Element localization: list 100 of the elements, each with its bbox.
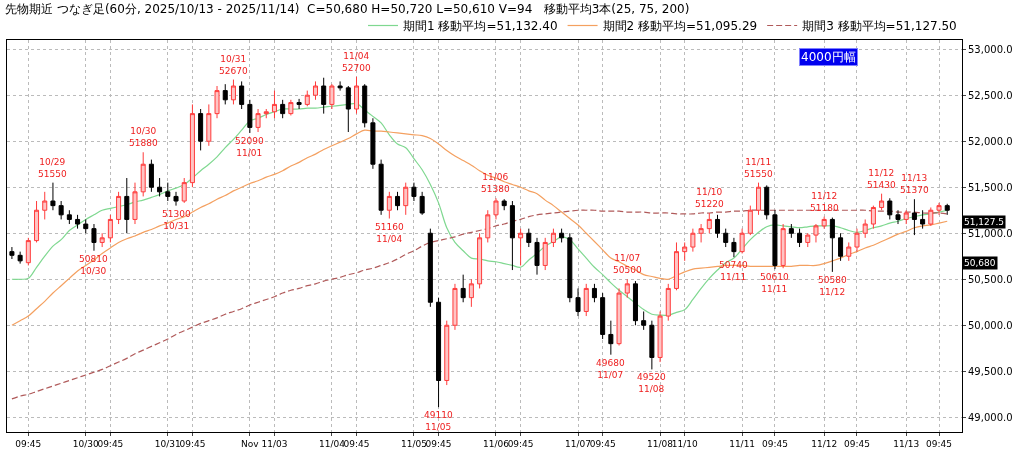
- candlestick: [255, 108, 261, 133]
- x-tick-label: 11/05: [400, 438, 427, 449]
- candlestick: [895, 209, 901, 225]
- candlestick: [649, 320, 655, 370]
- candlestick: [189, 103, 195, 188]
- candlestick: [198, 108, 204, 151]
- annotation: 11/13 51370: [900, 173, 929, 195]
- candlestick: [846, 241, 852, 262]
- candlestick: [83, 218, 89, 234]
- annotation: 50,680: [964, 258, 996, 268]
- candlestick: [559, 228, 565, 243]
- annotation: 51,127.5: [964, 217, 1005, 227]
- annotation: 11/12 51180: [810, 191, 839, 213]
- candlestick: [493, 197, 499, 220]
- y-tick-label: 52,000.0: [968, 135, 1013, 147]
- candlestick: [50, 182, 56, 211]
- annotation: 11/04 52700: [342, 51, 371, 73]
- candlestick: [124, 177, 130, 234]
- candlestick: [903, 209, 909, 225]
- x-tick-label: 09:45: [761, 438, 788, 449]
- candlestick: [665, 283, 671, 322]
- candlestick: [419, 191, 425, 216]
- candlestick: [747, 205, 753, 236]
- annotation: 10/31 52670: [219, 54, 248, 76]
- candlestick: [34, 200, 40, 243]
- candlestick: [928, 206, 934, 227]
- candlestick: [75, 214, 81, 230]
- annotation: 50580 11/12: [818, 275, 847, 297]
- annotation: 52090 11/01: [235, 136, 264, 158]
- candlestick: [509, 200, 515, 271]
- line-series: [11, 102, 948, 316]
- y-tick-label: 51,000.0: [968, 227, 1013, 239]
- candlestick: [222, 83, 228, 105]
- y-tick-label: 50,500.0: [968, 273, 1013, 285]
- candlestick: [263, 108, 269, 119]
- annotation: 11/10 51220: [695, 187, 724, 209]
- candlestick: [370, 117, 376, 170]
- y-tick-label: 49,500.0: [968, 365, 1013, 377]
- candlestick: [444, 320, 450, 386]
- annotation: 4000円幅: [801, 50, 856, 64]
- candlestick: [575, 287, 581, 317]
- candlestick: [591, 283, 597, 303]
- candlestick: [920, 209, 926, 230]
- x-tick-label: 09:45: [507, 438, 534, 449]
- x-tick-label: 10/31: [154, 438, 181, 449]
- legend-label: 期間3 移動平均=51,127.50: [802, 19, 957, 34]
- candlestick: [271, 90, 277, 119]
- candlestick: [518, 228, 524, 266]
- candlestick: [395, 191, 401, 211]
- candlestick: [600, 292, 606, 340]
- candlestick: [17, 251, 23, 265]
- candlestick: [378, 159, 384, 216]
- candlestick: [460, 274, 466, 303]
- chart-title: 先物期近 つなぎ足(60分, 2025/10/13 - 2025/11/14) C=50,680 H=50,720 L=50,610 V=94 移動平均3本(25, 75, 200): [5, 1, 690, 16]
- y-tick-label: 51,500.0: [968, 181, 1013, 193]
- candlestick: [731, 237, 737, 258]
- candlestick: [230, 79, 236, 105]
- candlestick: [9, 246, 15, 260]
- legend-label: 期間2 移動平均=51,095.29: [602, 19, 758, 34]
- x-tick-label: 11/07: [565, 438, 591, 449]
- candlestick: [42, 191, 48, 220]
- candlestick: [157, 177, 163, 197]
- candlestick: [534, 237, 540, 276]
- candlestick: [132, 182, 138, 225]
- candlestick: [911, 198, 917, 236]
- x-tick-label: 11/03: [261, 438, 288, 449]
- x-tick-label: 09:45: [343, 438, 370, 449]
- candlestick: [477, 232, 483, 289]
- x-tick-label: 09:45: [589, 438, 616, 449]
- candlestick: [436, 297, 442, 408]
- candlestick: [403, 182, 409, 216]
- x-tick-label: 09:45: [425, 438, 452, 449]
- candlestick: [485, 209, 491, 243]
- x-tick-label: 11/06: [483, 438, 510, 449]
- candlestick: [165, 182, 171, 202]
- line-series: [11, 209, 948, 400]
- candlestick: [181, 177, 187, 204]
- y-tick-label: 49,000.0: [968, 411, 1013, 423]
- annotation: 51300 10/31: [162, 209, 191, 231]
- candlestick: [542, 237, 548, 271]
- y-tick-label: 52,500.0: [968, 89, 1013, 101]
- annotation: 10/29 51550: [38, 157, 67, 179]
- candlestick: [58, 200, 64, 220]
- candlestick: [715, 214, 721, 239]
- candlestick: [862, 218, 868, 239]
- candlestick: [870, 205, 876, 230]
- candlestick: [288, 99, 294, 116]
- annotation: 10/30 51880: [129, 126, 158, 148]
- x-tick-label: 11/08: [647, 438, 674, 449]
- candlestick: [140, 151, 146, 197]
- candlestick: [296, 98, 302, 110]
- candlestick: [354, 76, 360, 115]
- candlestick: [764, 184, 770, 220]
- candlestick: [673, 241, 679, 291]
- candlestick: [936, 202, 942, 216]
- annotation: 51160 11/04: [375, 222, 404, 244]
- candlestick: [616, 287, 622, 346]
- x-tick-label: 11/13: [893, 438, 920, 449]
- candlestick: [116, 191, 122, 225]
- candlestick: [214, 85, 220, 119]
